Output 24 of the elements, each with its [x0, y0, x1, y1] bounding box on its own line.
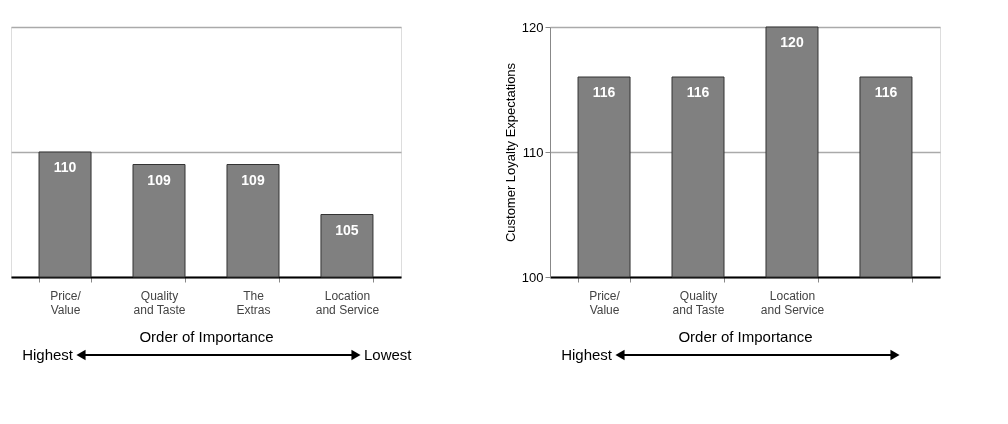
y-tick-label: 110: [522, 144, 544, 160]
x-tick-label: Price/ Value: [50, 288, 82, 317]
x-axis-title: Order of Importance: [678, 327, 813, 345]
x-tick-label: The Extras: [236, 288, 271, 317]
y-axis-title: Customer Loyalty Expectations: [502, 62, 518, 243]
text: Highest: [22, 346, 74, 363]
x-tick-label: Price/ Value: [589, 288, 621, 317]
x-tick-label: Quality and Taste: [133, 288, 186, 317]
data-label: 105: [335, 221, 359, 238]
data-label: 116: [874, 84, 898, 100]
x-tick-label: Quality and Taste: [672, 288, 725, 317]
text: Lowest: [364, 346, 413, 363]
data-label: 116: [686, 84, 710, 100]
x-tick-label: Location and Service: [760, 288, 825, 317]
data-label: 109: [241, 171, 265, 188]
data-label: 120: [780, 34, 804, 50]
data-label: 110: [53, 159, 77, 175]
data-label: 116: [592, 84, 616, 100]
x-axis-title: Order of Importance: [139, 327, 274, 345]
y-tick-label: 120: [521, 19, 544, 35]
data-label: 109: [147, 171, 171, 188]
x-tick-label: Location and Service: [315, 288, 380, 317]
text: Highest: [561, 346, 613, 363]
y-tick-label: 100: [521, 269, 544, 285]
